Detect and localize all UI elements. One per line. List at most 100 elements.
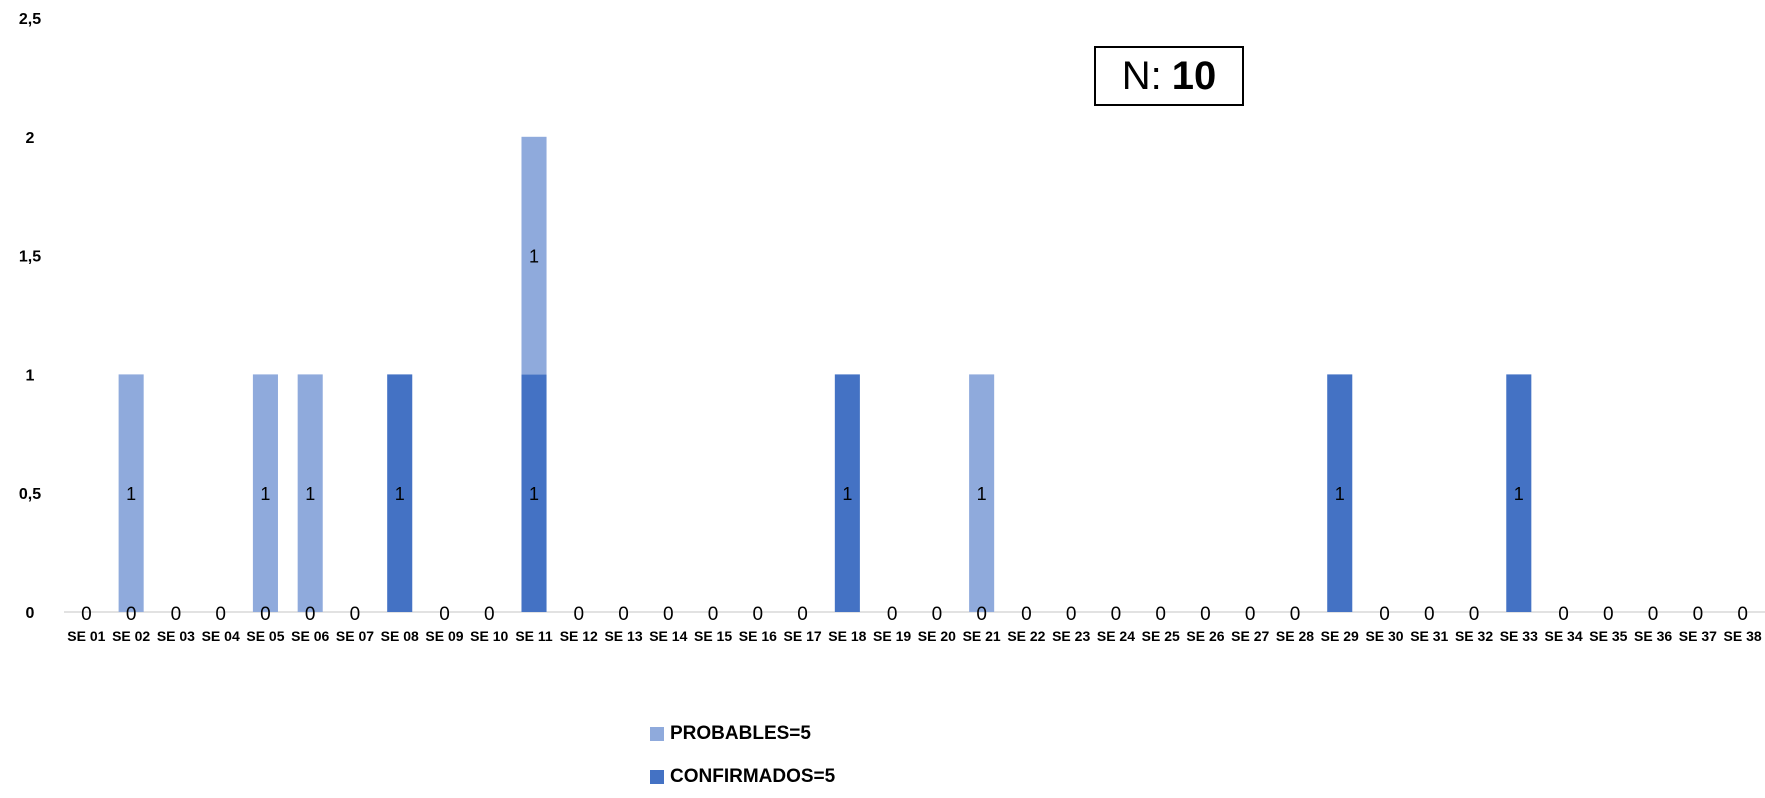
- bar-value-label: 1: [395, 484, 405, 504]
- legend-item-confirmados[interactable]: CONFIRMADOS=5: [650, 755, 835, 798]
- bar-value-label: 1: [126, 484, 136, 504]
- x-tick-label: SE 20: [918, 628, 956, 644]
- bar-value-label: 1: [977, 484, 987, 504]
- zero-value-label: 0: [305, 604, 316, 625]
- zero-value-label: 0: [797, 604, 808, 625]
- x-tick-label: SE 11: [515, 628, 553, 644]
- x-tick-label: SE 27: [1231, 628, 1269, 644]
- bar-value-label: 1: [305, 484, 315, 504]
- zero-value-label: 0: [663, 604, 674, 625]
- zero-value-label: 0: [1200, 604, 1211, 625]
- legend-item-probables[interactable]: PROBABLES=5: [650, 712, 835, 755]
- zero-value-label: 0: [1737, 604, 1748, 625]
- y-tick-label: 0,5: [19, 486, 41, 503]
- y-tick-label: 1,5: [19, 249, 41, 266]
- bars-group: 0 1 0 0 0 1 0 1 0 0 1 0 0 1 1 0 0 0 0 0 0 1 0 0 1 0 0 0 0 0 0 0 0 1 0 0 0 1 0 0…: [81, 136, 1748, 625]
- bar-confirmados: [1506, 374, 1532, 612]
- zero-value-label: 0: [439, 604, 450, 625]
- x-tick-label: SE 33: [1500, 628, 1538, 644]
- x-tick-label: SE 23: [1052, 628, 1090, 644]
- zero-value-label: 0: [81, 604, 92, 625]
- legend-swatch-confirmados: [650, 769, 664, 784]
- zero-value-label: 0: [1693, 604, 1704, 625]
- x-tick-label: SE 01: [67, 628, 105, 644]
- bar-confirmados: [834, 374, 860, 612]
- x-tick-label: SE 06: [291, 628, 329, 644]
- zero-value-label: 0: [1379, 604, 1390, 625]
- zero-value-label: 0: [215, 604, 226, 625]
- x-tick-label: SE 32: [1455, 628, 1493, 644]
- total-count-box: N: 10: [1094, 46, 1244, 106]
- y-tick-label: 1: [26, 367, 35, 384]
- zero-value-label: 0: [484, 604, 495, 625]
- x-tick-label: SE 16: [739, 628, 777, 644]
- x-tick-label: SE 24: [1097, 628, 1135, 644]
- zero-value-label: 0: [126, 604, 137, 625]
- zero-value-label: 0: [1603, 604, 1614, 625]
- x-tick-label: SE 18: [828, 628, 866, 644]
- y-tick-label: 2: [26, 130, 35, 147]
- zero-value-label: 0: [1245, 604, 1256, 625]
- zero-value-label: 0: [350, 604, 361, 625]
- x-tick-label: SE 10: [470, 628, 508, 644]
- bar-value-label: 1: [1335, 484, 1345, 504]
- x-tick-label: SE 26: [1186, 628, 1224, 644]
- x-tick-label: SE 02: [112, 628, 150, 644]
- x-tick-label: SE 03: [157, 628, 195, 644]
- x-tick-label: SE 07: [336, 628, 374, 644]
- y-tick-label: 2,5: [19, 11, 41, 28]
- zero-value-label: 0: [1469, 604, 1480, 625]
- legend: PROBABLES=5 CONFIRMADOS=5: [650, 712, 835, 798]
- x-tick-label: SE 29: [1321, 628, 1359, 644]
- bar-probables: [521, 136, 547, 375]
- legend-label-confirmados: CONFIRMADOS=5: [670, 765, 836, 787]
- zero-value-label: 0: [753, 604, 764, 625]
- x-tick-label: SE 17: [784, 628, 822, 644]
- zero-value-label: 0: [573, 604, 584, 625]
- bar-value-label: 1: [260, 484, 270, 504]
- x-tick-label: SE 35: [1589, 628, 1627, 644]
- y-tick-label: 0: [26, 605, 35, 622]
- bar-value-label: 1: [842, 484, 852, 504]
- total-count-label: N:: [1121, 53, 1162, 98]
- zero-value-label: 0: [1648, 604, 1659, 625]
- zero-value-label: 0: [1021, 604, 1032, 625]
- zero-value-label: 0: [1290, 604, 1301, 625]
- zero-value-label: 0: [171, 604, 182, 625]
- x-tick-label: SE 04: [202, 628, 240, 644]
- x-tick-label: SE 05: [246, 628, 284, 644]
- bar-probables: [969, 374, 995, 612]
- legend-swatch-probables: [650, 726, 664, 741]
- bar-probables: [118, 374, 144, 612]
- zero-value-label: 0: [976, 604, 987, 625]
- zero-value-label: 0: [1155, 604, 1166, 625]
- zero-value-label: 0: [708, 604, 719, 625]
- zero-value-label: 0: [1424, 604, 1435, 625]
- bar-value-label: 1: [529, 247, 539, 267]
- total-count-value: 10: [1171, 53, 1217, 98]
- zero-value-label: 0: [260, 604, 271, 625]
- x-tick-label: SE 08: [381, 628, 419, 644]
- x-tick-label: SE 21: [963, 628, 1001, 644]
- x-tick-label: SE 12: [560, 628, 598, 644]
- x-tick-label: SE 36: [1634, 628, 1672, 644]
- x-tick-label: SE 28: [1276, 628, 1314, 644]
- x-tick-label: SE 19: [873, 628, 911, 644]
- x-tick-label: SE 15: [694, 628, 732, 644]
- x-axis: SE 01 SE 02 SE 03 SE 04 SE 05 SE 06 SE 07 SE 08…: [67, 628, 1762, 644]
- bar-probables: [297, 374, 323, 612]
- bar-confirmados: [1327, 374, 1353, 612]
- bar-value-label: 1: [529, 484, 539, 504]
- x-tick-label: SE 13: [604, 628, 642, 644]
- x-tick-label: SE 31: [1410, 628, 1448, 644]
- x-tick-label: SE 25: [1142, 628, 1180, 644]
- x-tick-label: SE 22: [1007, 628, 1045, 644]
- zero-value-label: 0: [1066, 604, 1077, 625]
- zero-value-label: 0: [1558, 604, 1569, 625]
- bar-confirmados: [387, 374, 413, 612]
- y-axis: 0 0,5 1 1,5 2 2,5: [19, 11, 41, 622]
- zero-value-label: 0: [887, 604, 898, 625]
- bar-confirmados: [521, 374, 547, 612]
- x-tick-label: SE 30: [1365, 628, 1403, 644]
